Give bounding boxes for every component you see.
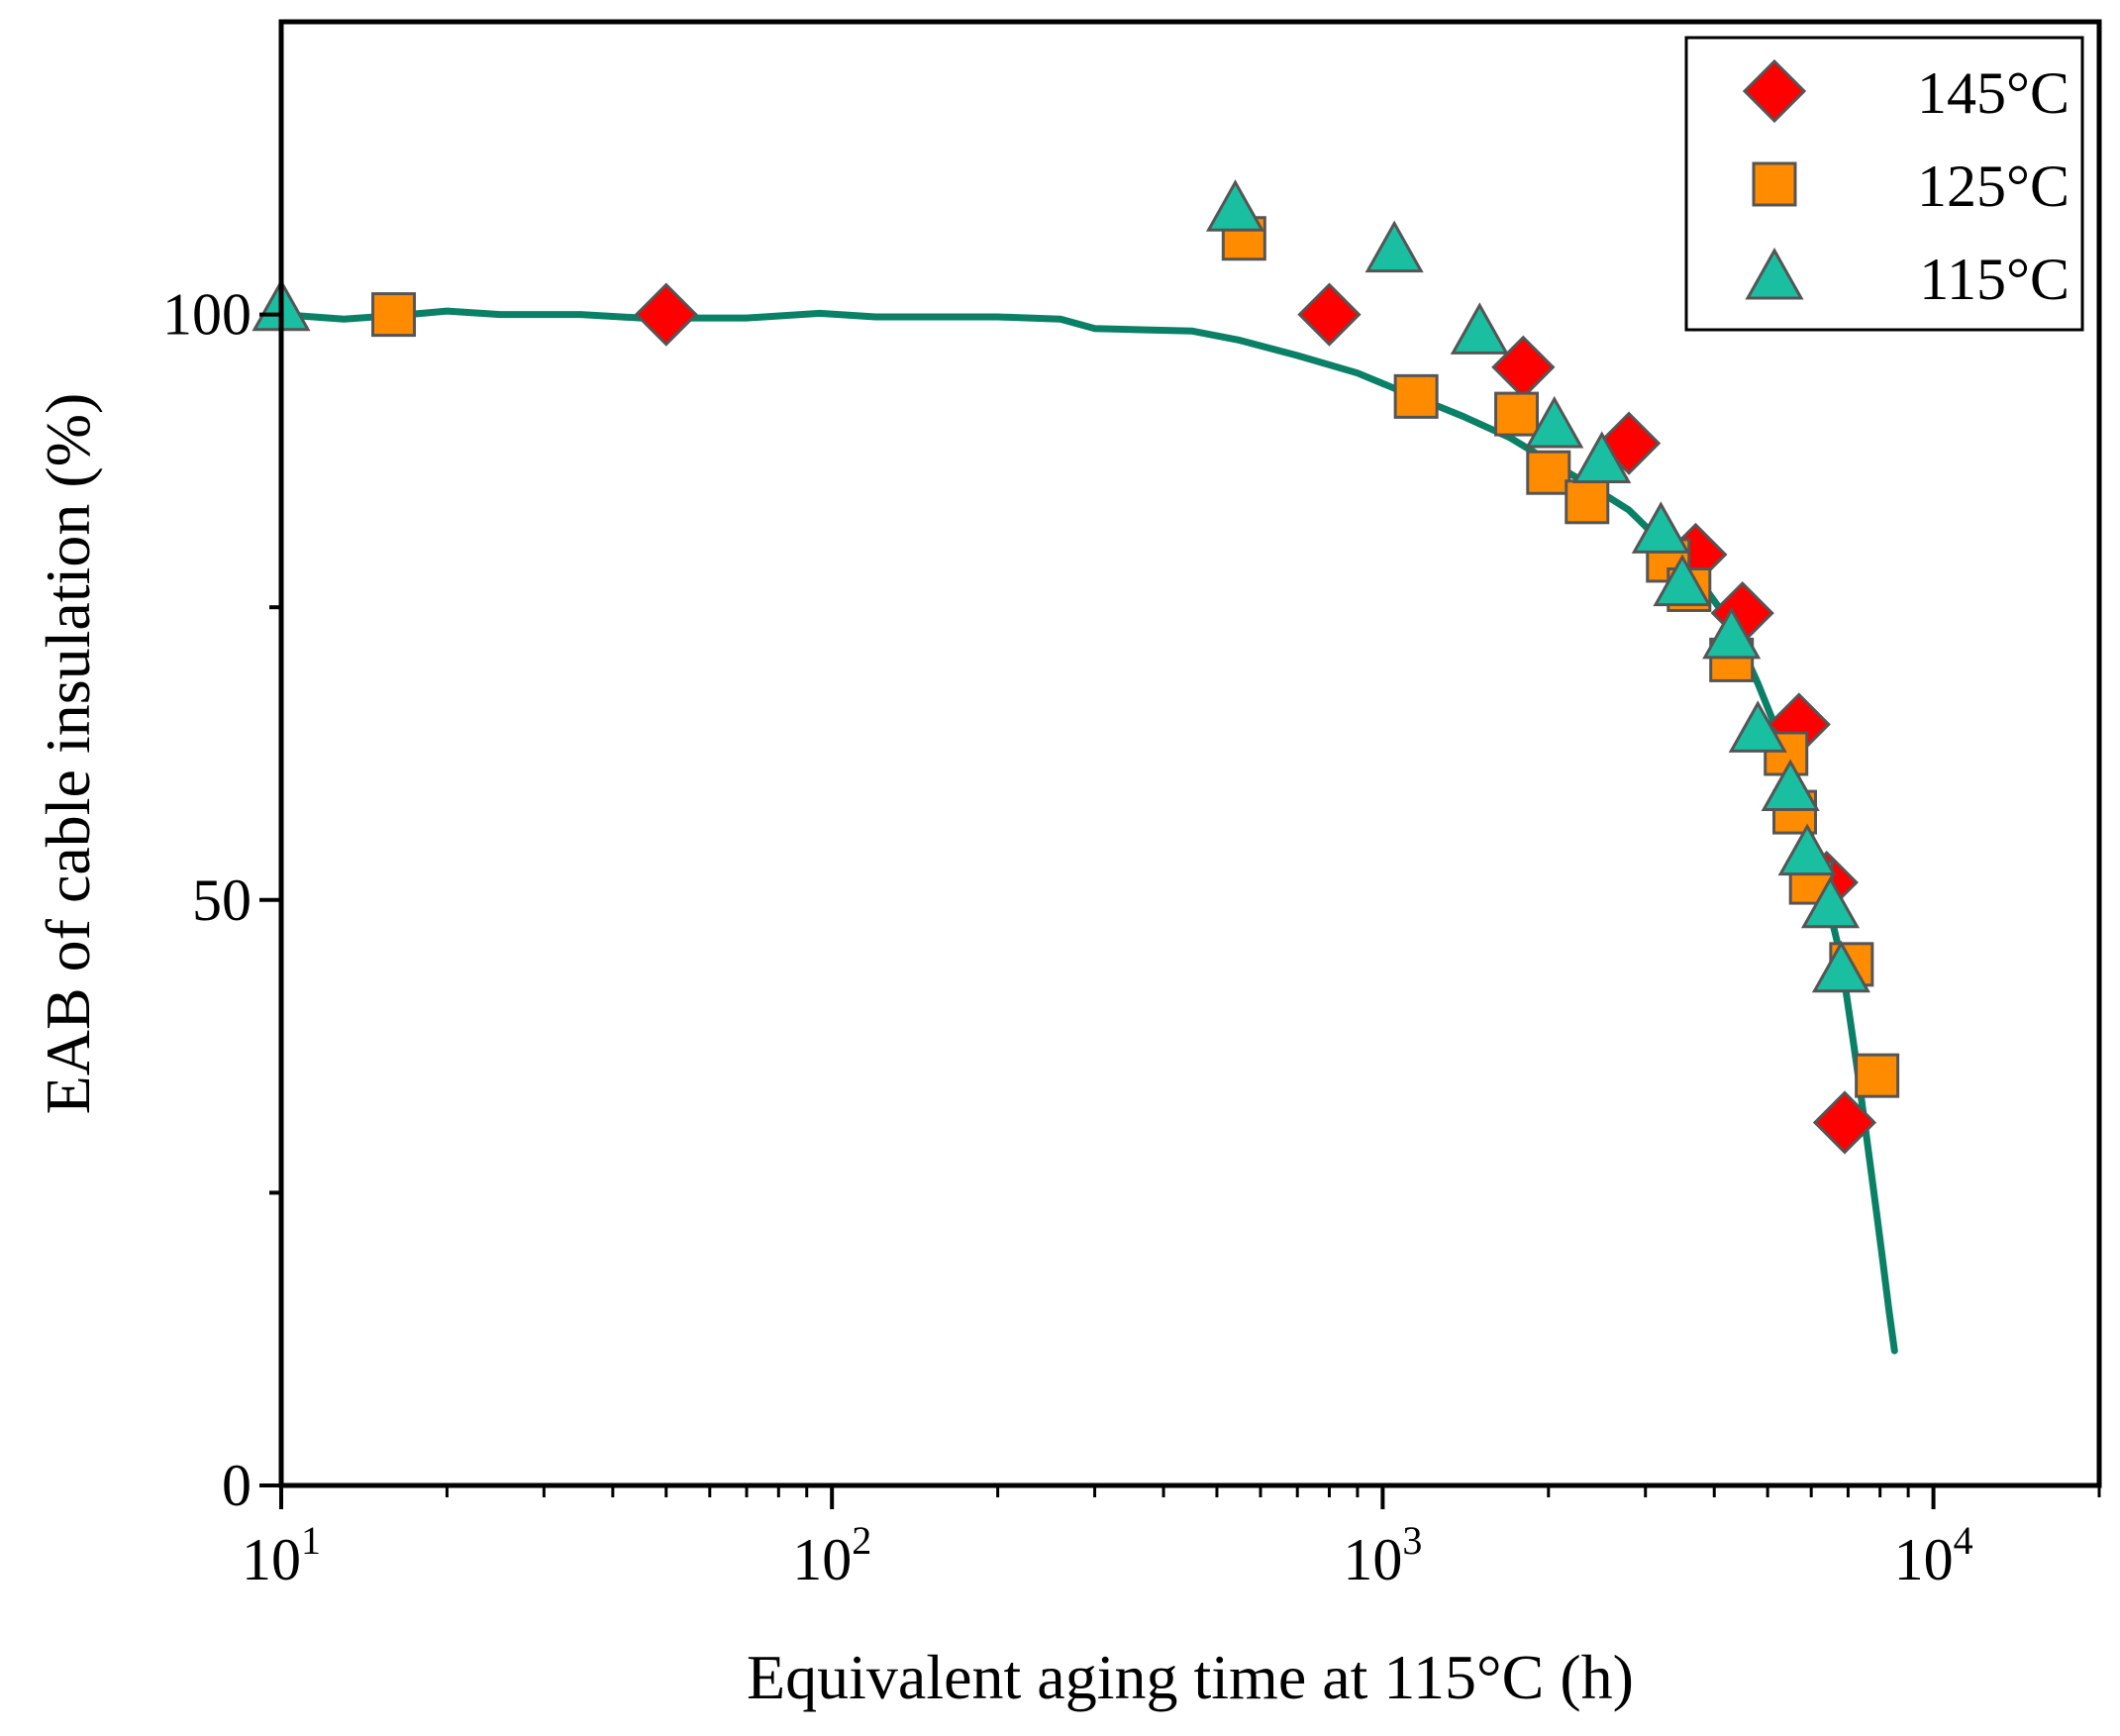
- x-tick-label-base: 10: [242, 1527, 301, 1592]
- x-axis-label: Equivalent aging time at 115°C (h): [747, 1642, 1634, 1712]
- legend-label-145c: 145°C: [1917, 60, 2070, 126]
- legend-label-115c: 115°C: [1919, 247, 2070, 312]
- data-points-group: [252, 179, 1900, 1155]
- x-tick-label: 102: [792, 1518, 871, 1592]
- y-tick-label: 0: [222, 1453, 252, 1518]
- fit-curve-line: [277, 307, 1898, 1355]
- point-115c-7: [1653, 554, 1712, 607]
- point-125c-2: [1393, 373, 1439, 419]
- x-tick-label: 103: [1343, 1518, 1422, 1592]
- point-125c-5: [1565, 479, 1610, 525]
- legend: 145°C 125°C 115°C: [1684, 36, 2084, 332]
- point-125c-4: [1526, 450, 1571, 495]
- point-115c-12: [1800, 875, 1861, 929]
- point-125c-3: [1494, 391, 1540, 437]
- point-115c-2: [1364, 220, 1424, 273]
- x-tick-label-exponent: 4: [1954, 1518, 1973, 1563]
- x-tick-label-base: 10: [1343, 1527, 1402, 1592]
- x-tick-label-base: 10: [1894, 1527, 1954, 1592]
- point-145c-1: [1297, 282, 1362, 347]
- point-115c-6: [1631, 501, 1690, 554]
- legend-marker-125c: [1752, 161, 1797, 207]
- fit-curve-group: [277, 307, 1898, 1355]
- point-125c-0: [371, 292, 417, 338]
- point-115c-5: [1572, 431, 1632, 483]
- x-tick-label-exponent: 1: [301, 1518, 321, 1563]
- point-115c-9: [1728, 700, 1787, 753]
- y-tick-label: 50: [192, 868, 252, 933]
- legend-label-125c: 125°C: [1917, 153, 2070, 219]
- point-115c-1: [1205, 179, 1265, 232]
- x-tick-label: 104: [1894, 1518, 1973, 1592]
- point-145c-8: [1812, 1090, 1877, 1155]
- point-115c-11: [1777, 823, 1837, 876]
- x-tick-label: 101: [242, 1518, 321, 1592]
- point-115c-13: [1811, 940, 1870, 993]
- y-tick-label: 100: [162, 282, 252, 348]
- x-tick-label-base: 10: [792, 1527, 852, 1592]
- point-115c-4: [1525, 395, 1584, 449]
- point-145c-0: [634, 282, 698, 347]
- legend-marker-115c: [1745, 247, 1804, 300]
- point-115c-3: [1450, 302, 1509, 355]
- x-tick-label-exponent: 3: [1402, 1518, 1422, 1563]
- x-tick-label-exponent: 2: [852, 1518, 871, 1563]
- plot-frame: [278, 19, 2102, 1488]
- point-115c-8: [1702, 606, 1762, 660]
- point-115c-10: [1761, 759, 1820, 812]
- point-125c-13: [1855, 1053, 1900, 1098]
- y-axis-label: EAB of cable insulation (%): [33, 393, 103, 1115]
- legend-marker-145c: [1742, 58, 1807, 124]
